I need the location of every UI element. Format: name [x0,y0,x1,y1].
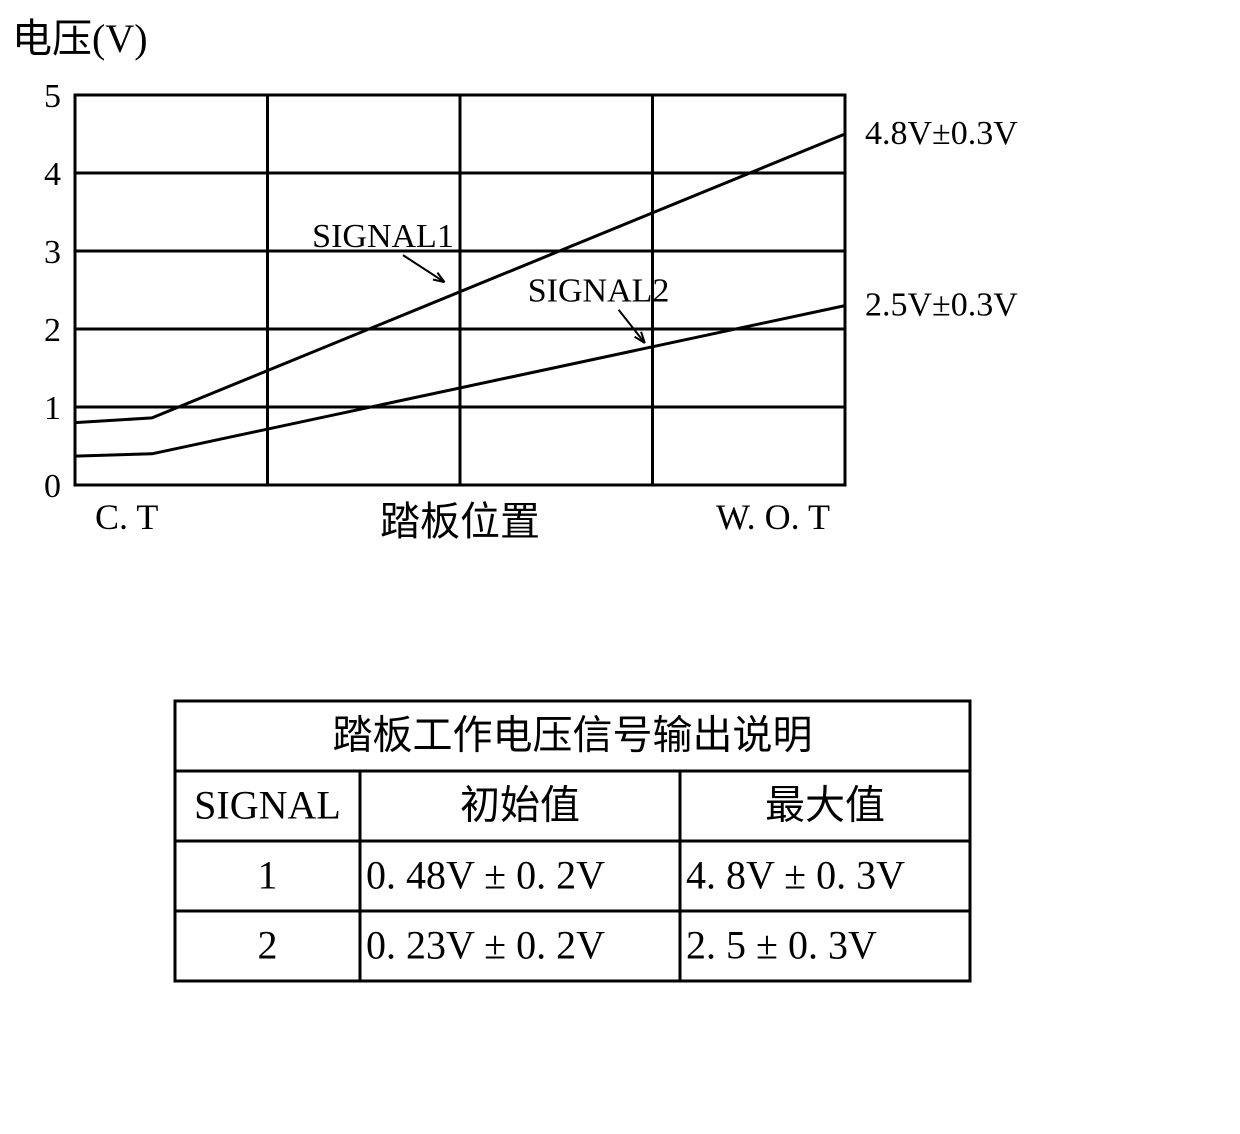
table-title: 踏板工作电压信号输出说明 [333,713,813,758]
table-cell: 0. 23V ± 0. 2V [366,923,605,968]
table-cell: 1 [258,853,278,898]
table-area: 踏板工作电压信号输出说明 SIGNAL 初始值 最大值 1 0. 48V ± 0. 2V 4… [0,0,1240,1134]
table-cell: 2. 5 ± 0. 3V [686,923,877,968]
page-root: 电压(V) 012345SIGNAL1SIGNAL24.8V±0.3V2.5V±… [0,0,1240,1134]
table-cell: 0. 48V ± 0. 2V [366,853,605,898]
table-header-cell: 最大值 [765,783,885,828]
table-cell: 2 [258,923,278,968]
table-header-cell: 初始值 [460,783,580,828]
table-header-cell: SIGNAL [194,783,341,828]
table-cell: 4. 8V ± 0. 3V [686,853,905,898]
